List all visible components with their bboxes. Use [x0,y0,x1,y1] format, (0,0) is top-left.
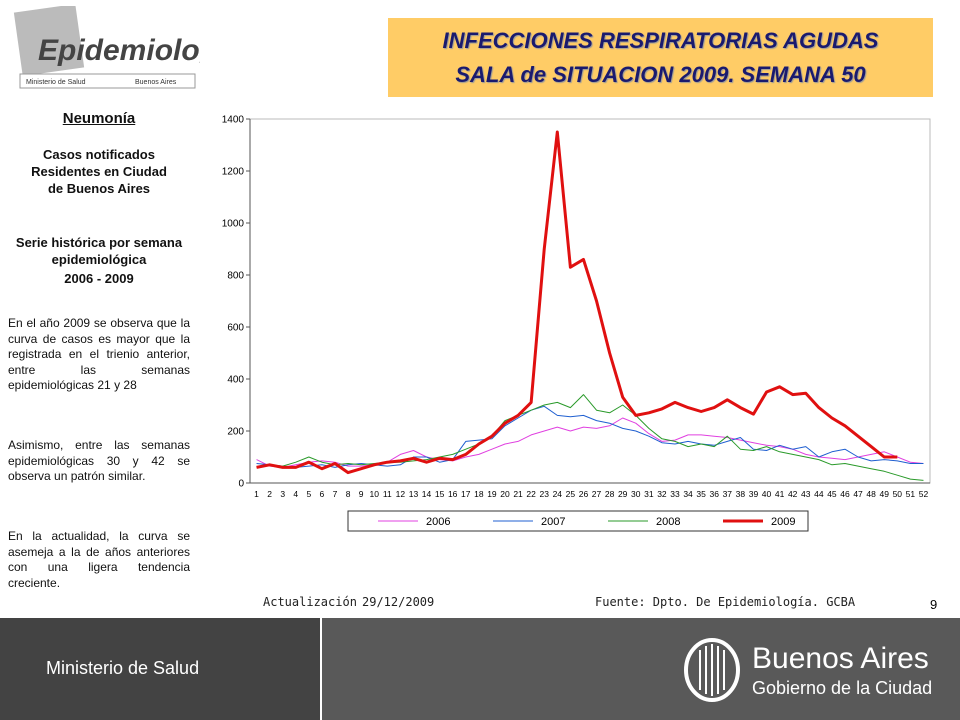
y-tick-label: 200 [227,427,244,438]
legend-label: 2007 [541,516,565,528]
y-tick-label: 800 [227,271,244,282]
footer-right: Buenos Aires Gobierno de la Ciudad [322,618,960,720]
page-number: 9 [930,597,938,612]
title-box: INFECCIONES RESPIRATORIAS AGUDAS SALA de… [388,18,933,97]
x-tick-label: 11 [383,489,392,499]
y-tick-label: 1400 [222,115,245,126]
y-tick-label: 1000 [222,219,245,230]
x-tick-label: 18 [474,489,484,499]
x-tick-label: 2 [267,489,272,499]
x-tick-label: 41 [775,489,785,499]
heading: Neumonía [62,110,136,127]
x-tick-label: 28 [605,489,615,499]
series-line [256,394,924,481]
y-tick-label: 1200 [222,167,245,178]
x-tick-label: 36 [709,489,719,499]
x-tick-label: 32 [657,489,667,499]
paragraph: En el año 2009 se observa que la curva d… [8,316,190,392]
x-tick-label: 23 [539,489,549,499]
logo-shape [13,3,85,77]
title: INFECCIONES RESPIRATORIAS AGUDAS [442,28,879,53]
x-tick-label: 1 [254,489,259,499]
series-line [256,405,924,468]
x-tick-label: 40 [762,489,772,499]
x-tick-label: 50 [893,489,903,499]
x-tick-label: 49 [879,489,889,499]
years: 2006 - 2009 [64,271,134,286]
x-tick-label: 30 [631,489,641,499]
y-tick-label: 0 [238,479,244,490]
legend-box [347,510,809,532]
logo-bar [19,73,196,89]
footer-left: Ministerio de Salud [0,618,320,720]
x-tick-label: 27 [592,489,602,499]
update-date: 29/12/2009 [362,595,435,609]
x-tick-label: 25 [566,489,576,499]
paragraph: Asimismo, entre las semanas epidemiológi… [8,438,190,483]
x-tick-label: 17 [461,489,471,499]
x-tick-label: 19 [487,489,497,499]
title: SALA de SITUACION 2009. SEMANA 50 [455,62,866,87]
x-tick-label: 37 [723,489,733,499]
series-line [256,130,898,475]
x-tick-label: 34 [683,489,693,499]
x-tick-label: 13 [409,489,419,499]
plot-area [249,118,931,484]
x-tick-label: 24 [553,489,563,499]
city-sub: Gobierno de la Ciudad [752,678,933,698]
x-tick-label: 4 [293,489,298,499]
x-tick-label: 20 [500,489,510,499]
x-tick-label: 3 [280,489,285,499]
x-tick-label: 22 [526,489,536,499]
x-tick-label: 15 [435,489,445,499]
x-tick-label: 45 [827,489,837,499]
city: Buenos Aires [752,642,929,675]
x-tick-label: 29 [618,489,628,499]
legend-label: 2009 [771,516,795,528]
x-tick-label: 14 [422,489,432,499]
x-tick-label: 10 [369,489,379,499]
x-tick-label: 6 [320,489,325,499]
x-tick-label: 43 [801,489,811,499]
x-tick-label: 52 [919,489,929,499]
series-label: Serie histórica por semana epidemiológic… [15,235,183,267]
logo-sub: Buenos Aires [135,79,177,86]
series-line [256,417,924,468]
x-tick-label: 35 [696,489,706,499]
x-tick-label: 48 [866,489,876,499]
source: Fuente: Dpto. De Epidemiología. GCBA [595,595,856,609]
x-tick-label: 38 [736,489,746,499]
subtitle: Casos notificados Residentes en Ciudad d… [31,147,167,196]
x-tick-label: 51 [906,489,916,499]
legend-label: 2008 [656,516,680,528]
y-tick-label: 400 [227,375,244,386]
legend-label: 2006 [426,516,450,528]
logo-sub: Ministerio de Salud [26,79,86,86]
x-tick-label: 31 [644,489,654,499]
city-emblem [684,638,740,702]
ministry: Ministerio de Salud [46,658,200,678]
x-tick-label: 26 [579,489,589,499]
y-tick-label: 600 [227,323,244,334]
x-tick-label: 46 [840,489,850,499]
x-tick-label: 44 [814,489,824,499]
x-tick-label: 21 [513,489,523,499]
paragraph: En la actualidad, la curva se asemeja a … [8,529,190,590]
x-tick-label: 5 [306,489,311,499]
x-tick-label: 7 [333,489,338,499]
x-tick-label: 47 [853,489,863,499]
x-tick-label: 8 [346,489,351,499]
x-tick-label: 33 [670,489,680,499]
x-tick-label: 16 [448,489,458,499]
x-tick-label: 12 [396,489,406,499]
x-tick-label: 9 [359,489,364,499]
update-label: Actualización [263,595,357,609]
x-tick-label: 42 [788,489,798,499]
x-tick-label: 39 [749,489,759,499]
